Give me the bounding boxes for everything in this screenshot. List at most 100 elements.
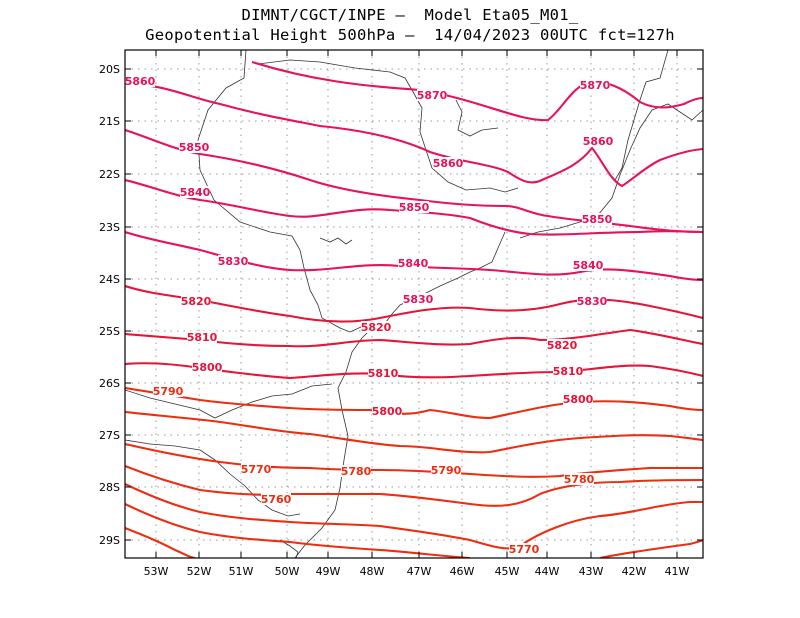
lat-label-24s: 24S	[99, 273, 120, 286]
contour-label-5830c: 5830	[577, 295, 608, 308]
contour-label-bg-5790a	[153, 385, 183, 397]
contour-label-5870b: 5870	[580, 79, 611, 92]
lat-label-29s: 29S	[99, 534, 120, 547]
contour-label-5860a: 5860	[125, 75, 156, 88]
map-frame	[124, 49, 704, 559]
contour-5790a	[125, 386, 703, 420]
coastline-and-borders	[125, 50, 703, 558]
contour-label-bg-5870a	[417, 89, 447, 101]
contour-label-5840b: 5840	[398, 257, 429, 270]
contour-label-bg-5850c	[582, 213, 612, 225]
contour-label-5840c: 5840	[573, 259, 604, 272]
contour-label-bg-5790b	[431, 464, 461, 476]
contour-label-bg-5770a	[241, 463, 271, 475]
contour-label-bg-5860b	[433, 157, 463, 169]
lat-label-23s: 23S	[99, 221, 120, 234]
lon-label-46w: 46W	[450, 565, 475, 578]
contour-label-5860c: 5860	[583, 135, 614, 148]
contour-label-bg-5810c	[553, 365, 583, 377]
lon-label-44w: 44W	[535, 565, 560, 578]
lon-label-50w: 50W	[275, 565, 300, 578]
contour-label-bg-5800a	[192, 361, 222, 373]
contour-label-5760a: 5760	[261, 493, 292, 506]
lon-label-51w: 51W	[229, 565, 254, 578]
contour-5860	[125, 83, 703, 188]
contour-5790b	[125, 410, 703, 454]
contour-label-bg-5760a	[261, 493, 291, 505]
border-west	[197, 50, 373, 333]
contour-label-bg-5860c	[583, 135, 613, 147]
lon-label-42w: 42W	[622, 565, 647, 578]
contour-label-5810c: 5810	[553, 365, 584, 378]
contour-label-bg-5820b	[361, 321, 391, 333]
contour-label-bg-5780a	[341, 465, 371, 477]
contour-label-bg-5800b	[372, 405, 402, 417]
contour-label-5800c: 5800	[563, 393, 594, 406]
contour-label-5790b: 5790	[431, 464, 462, 477]
lon-label-52w: 52W	[187, 565, 212, 578]
height-contours	[125, 60, 703, 558]
contour-label-bg-5830c	[577, 295, 607, 307]
border-south	[125, 439, 301, 517]
contour-5770b	[125, 483, 703, 550]
contour-label-5770a: 5770	[241, 463, 272, 476]
contour-label-bg-5780b	[564, 473, 594, 485]
contour-label-bg-5810b	[368, 367, 398, 379]
contour-label-bg-5770b	[509, 543, 539, 555]
contour-label-5780b: 5780	[564, 473, 595, 486]
contour-label-5820c: 5820	[547, 339, 578, 352]
contour-label-5830b: 5830	[403, 293, 434, 306]
contour-label-5810b: 5810	[368, 367, 399, 380]
lat-label-20s: 20S	[99, 63, 120, 76]
lon-label-53w: 53W	[144, 565, 169, 578]
contour-label-5850b: 5850	[399, 201, 430, 214]
contour-label-5770b: 5770	[509, 543, 540, 556]
contour-5780	[125, 442, 703, 478]
contour-5830	[125, 230, 703, 282]
contour-label-5800b: 5800	[372, 405, 403, 418]
contour-label-5850a: 5850	[179, 141, 210, 154]
contour-label-bg-5820c	[547, 339, 577, 351]
lat-label-22s: 22S	[99, 168, 120, 181]
contour-label-bg-5810a	[187, 331, 217, 343]
lon-label-49w: 49W	[316, 565, 341, 578]
contour-label-5820a: 5820	[181, 295, 212, 308]
map-area: 5870 5870 5860 5860 5860 5850 5850 5850 5840 5840…	[125, 50, 703, 558]
contour-label-bg-5850a	[179, 141, 209, 153]
lat-label-21s: 21S	[99, 115, 120, 128]
contour-label-5820b: 5820	[361, 321, 392, 334]
contour-label-bg-5840b	[398, 257, 428, 269]
contour-label-bg-5840c	[573, 259, 603, 271]
lon-label-41w: 41W	[665, 565, 690, 578]
lake-outline	[319, 237, 353, 245]
contour-label-5840a: 5840	[180, 186, 211, 199]
border-ne	[614, 50, 669, 181]
lon-label-45w: 45W	[495, 565, 520, 578]
river-north	[455, 99, 499, 137]
contour-5820	[125, 284, 703, 323]
border-interior	[125, 383, 333, 419]
contour-label-5870a: 5870	[417, 89, 448, 102]
contour-labels: 5870 5870 5860 5860 5860 5850 5850 5850 5840 5840…	[125, 75, 614, 556]
contour-label-bg-5820a	[181, 295, 211, 307]
contour-label-bg-5830b	[403, 293, 433, 305]
lon-label-47w: 47W	[407, 565, 432, 578]
title-line-1: DIMNT/CGCT/INPE – Model Eta05_M01_	[241, 6, 579, 24]
contour-5870	[251, 60, 703, 122]
contour-label-5800a: 5800	[192, 361, 223, 374]
border-north	[257, 59, 519, 193]
title-line-2: Geopotential Height 500hPa – 14/04/2023 …	[145, 26, 675, 44]
coast-east	[519, 103, 703, 239]
contour-label-bg-5800c	[563, 393, 593, 405]
contour-5750	[125, 527, 196, 558]
contour-label-5780a: 5780	[341, 465, 372, 478]
contour-5850	[125, 129, 703, 234]
axes: 20S 21S 22S 23S 24S 25S 26S 27S 28S 29S 53W 52W 51W 5…	[99, 50, 703, 578]
contour-label-5850c: 5850	[582, 213, 613, 226]
contour-label-bg-5830a	[218, 255, 248, 267]
lat-label-25s: 25S	[99, 325, 120, 338]
contour-label-5810a: 5810	[187, 331, 218, 344]
contour-5750b	[599, 539, 703, 558]
lat-label-26s: 26S	[99, 377, 120, 390]
